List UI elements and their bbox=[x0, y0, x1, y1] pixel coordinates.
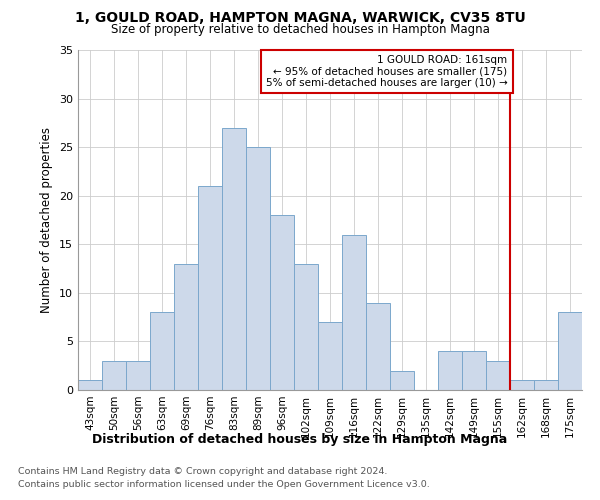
Bar bbox=[510, 380, 534, 390]
Bar bbox=[318, 322, 342, 390]
Text: Contains HM Land Registry data © Crown copyright and database right 2024.: Contains HM Land Registry data © Crown c… bbox=[18, 468, 388, 476]
Text: Contains public sector information licensed under the Open Government Licence v3: Contains public sector information licen… bbox=[18, 480, 430, 489]
Bar bbox=[390, 370, 414, 390]
Y-axis label: Number of detached properties: Number of detached properties bbox=[40, 127, 53, 313]
Bar bbox=[534, 380, 558, 390]
Bar bbox=[366, 302, 390, 390]
Text: 1, GOULD ROAD, HAMPTON MAGNA, WARWICK, CV35 8TU: 1, GOULD ROAD, HAMPTON MAGNA, WARWICK, C… bbox=[74, 11, 526, 25]
Bar bbox=[486, 361, 510, 390]
Bar bbox=[222, 128, 246, 390]
Bar bbox=[150, 312, 174, 390]
Bar bbox=[438, 351, 462, 390]
Bar bbox=[126, 361, 150, 390]
Bar bbox=[174, 264, 198, 390]
Text: Distribution of detached houses by size in Hampton Magna: Distribution of detached houses by size … bbox=[92, 432, 508, 446]
Bar bbox=[78, 380, 102, 390]
Bar bbox=[294, 264, 318, 390]
Bar bbox=[558, 312, 582, 390]
Bar bbox=[246, 147, 270, 390]
Text: Size of property relative to detached houses in Hampton Magna: Size of property relative to detached ho… bbox=[110, 22, 490, 36]
Bar bbox=[270, 215, 294, 390]
Bar bbox=[342, 234, 366, 390]
Bar bbox=[102, 361, 126, 390]
Text: 1 GOULD ROAD: 161sqm
← 95% of detached houses are smaller (175)
5% of semi-detac: 1 GOULD ROAD: 161sqm ← 95% of detached h… bbox=[266, 55, 508, 88]
Bar bbox=[462, 351, 486, 390]
Bar bbox=[198, 186, 222, 390]
